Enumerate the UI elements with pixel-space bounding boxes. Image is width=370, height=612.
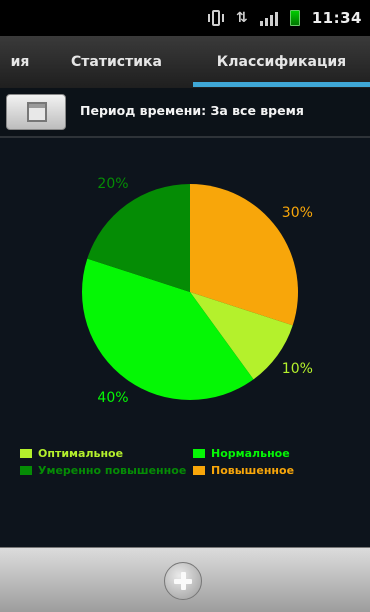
status-clock: 11:34 (311, 9, 362, 27)
tab-bar: ия Статистика Классификация (0, 36, 370, 88)
legend-label: Оптимальное (38, 447, 124, 460)
vibrate-icon (208, 10, 225, 26)
tab-history[interactable]: ия (0, 36, 40, 88)
bottom-bar (0, 547, 370, 612)
status-bar: ⇅ 11:34 (0, 0, 370, 36)
battery-icon (289, 10, 300, 26)
active-tab-indicator (193, 82, 370, 87)
legend-item-normal: Нормальное (193, 447, 290, 460)
pie-chart (81, 184, 298, 400)
legend-swatch (20, 449, 32, 458)
legend-label: Нормальное (211, 447, 290, 460)
pie-slice-label: 30% (281, 205, 313, 222)
period-bar: Период времени: За все время (0, 88, 370, 138)
chart-area: 30% 10% 40% 20% Оптимальное Нормальное Умер… (0, 138, 370, 547)
pie-slice-label: 40% (97, 389, 129, 406)
calendar-button[interactable] (6, 94, 66, 130)
tab-statistics[interactable]: Статистика (40, 36, 193, 88)
calendar-icon (27, 102, 47, 122)
legend-swatch (193, 466, 205, 475)
status-icons: ⇅ 11:34 (208, 8, 362, 28)
pie-slice-label: 20% (97, 176, 129, 193)
pie-slice (87, 184, 190, 292)
tab-label: Статистика (71, 54, 162, 70)
add-button[interactable] (164, 562, 202, 600)
legend-label: Умеренно повышенное (38, 464, 187, 477)
pie-slice-label: 10% (281, 360, 313, 377)
pie-slice (81, 258, 254, 400)
tab-label: Классификация (216, 54, 347, 70)
period-label: Период времени: За все время (80, 103, 304, 118)
legend-swatch (20, 466, 32, 475)
sync-icon: ⇅ (236, 10, 248, 26)
pie-slice (190, 184, 298, 326)
legend-item-optimal: Оптимальное (20, 447, 123, 460)
legend-item-elevated: Повышенное (193, 464, 294, 477)
legend-item-moderate: Умеренно повышенное (20, 464, 186, 477)
tab-classification[interactable]: Классификация (193, 36, 370, 88)
tab-label: ия (10, 54, 30, 70)
pie-slice (190, 292, 293, 380)
legend-swatch (193, 449, 205, 458)
legend-label: Повышенное (211, 464, 295, 477)
signal-icon (259, 10, 278, 26)
